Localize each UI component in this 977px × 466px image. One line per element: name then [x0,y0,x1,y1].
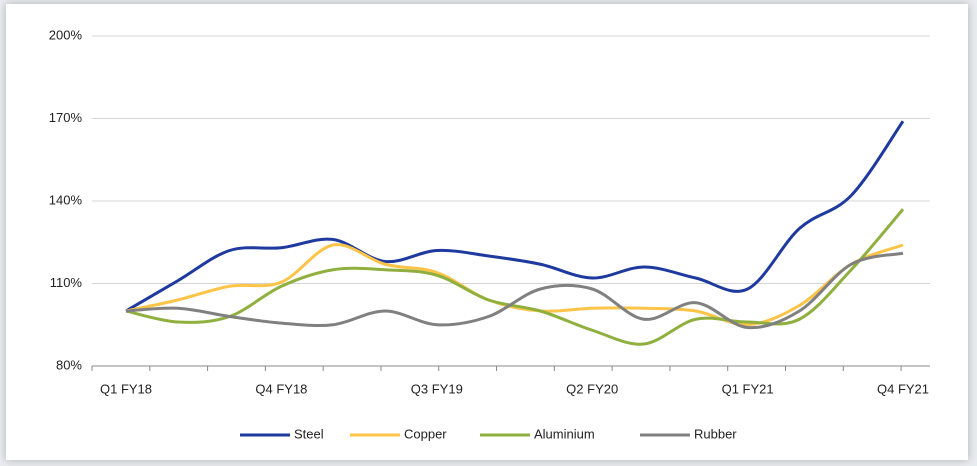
x-tick-label: Q4 FY18 [255,381,307,396]
legend-label: Copper [404,426,447,441]
line-series [125,251,904,330]
line-series [125,120,905,313]
card [6,4,968,460]
y-tick-label: 80% [56,357,82,372]
legend-label: Aluminium [534,426,595,441]
x-tick-label: Q2 FY20 [566,381,618,396]
y-tick-label: 110% [50,275,83,290]
y-tick-label: 200% [49,27,83,42]
line-series [125,208,905,346]
y-tick-label: 140% [49,192,83,207]
x-tick-label: Q3 FY19 [411,381,463,396]
x-tick-label: Q1 FY18 [100,381,152,396]
y-tick-label: 170% [49,110,83,125]
x-tick-label: Q4 FY21 [877,381,929,396]
legend-label: Steel [294,426,324,441]
legend-label: Rubber [694,426,737,441]
x-tick-label: Q1 FY21 [722,381,774,396]
line-series [125,243,904,327]
